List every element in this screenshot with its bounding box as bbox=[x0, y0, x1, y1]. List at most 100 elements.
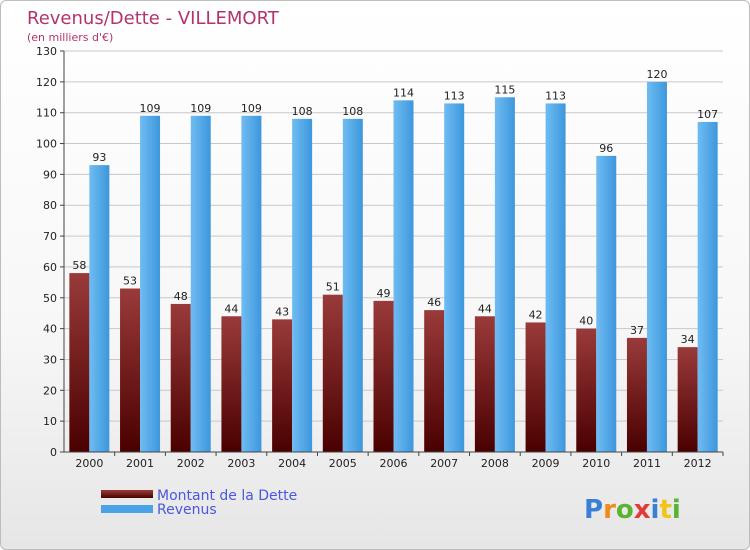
value-label-revenue: 113 bbox=[545, 89, 566, 102]
value-label-debt: 37 bbox=[630, 324, 644, 337]
logo-letter: x bbox=[634, 495, 651, 525]
value-label-revenue: 109 bbox=[140, 102, 161, 115]
y-tick-label: 0 bbox=[50, 446, 57, 459]
logo-letter: t bbox=[659, 495, 671, 525]
bar-debt bbox=[677, 347, 698, 452]
x-tick-label: 2005 bbox=[329, 457, 357, 470]
y-tick-label: 70 bbox=[43, 230, 57, 243]
value-label-revenue: 114 bbox=[393, 86, 414, 99]
value-label-revenue: 108 bbox=[292, 105, 313, 118]
y-tick-label: 20 bbox=[43, 384, 57, 397]
x-tick-label: 2009 bbox=[532, 457, 560, 470]
bar-revenue bbox=[190, 115, 211, 453]
bar-debt bbox=[626, 337, 647, 452]
bar-revenue bbox=[342, 118, 363, 452]
value-label-debt: 44 bbox=[478, 302, 492, 315]
value-label-debt: 43 bbox=[275, 305, 289, 318]
value-label-revenue: 115 bbox=[494, 83, 515, 96]
logo-letter: i bbox=[651, 495, 660, 525]
bar-debt bbox=[170, 303, 191, 452]
value-label-revenue: 107 bbox=[697, 108, 718, 121]
value-label-revenue: 109 bbox=[241, 102, 262, 115]
bar-revenue bbox=[140, 115, 161, 453]
bar-debt bbox=[373, 300, 394, 452]
x-tick-label: 2010 bbox=[582, 457, 610, 470]
logo-letter: r bbox=[603, 495, 616, 525]
bar-revenue bbox=[646, 81, 667, 452]
value-label-debt: 40 bbox=[579, 315, 593, 328]
bar-revenue bbox=[241, 115, 262, 453]
x-tick-label: 2007 bbox=[430, 457, 458, 470]
value-label-revenue: 113 bbox=[444, 89, 465, 102]
bar-revenue bbox=[89, 165, 110, 452]
proxiti-logo: Proxiti bbox=[584, 495, 681, 525]
legend-swatch-debt bbox=[101, 490, 153, 498]
y-tick-label: 120 bbox=[36, 76, 57, 89]
bar-revenue bbox=[596, 155, 617, 452]
value-label-revenue: 109 bbox=[190, 102, 211, 115]
bar-debt bbox=[272, 319, 293, 452]
value-label-debt: 48 bbox=[174, 290, 188, 303]
bar-debt bbox=[120, 288, 141, 452]
x-axis-ticks: 2000 2001 2002 2003 2004 2005 2006 2007 2008 2009… bbox=[75, 452, 724, 470]
y-tick-label: 110 bbox=[36, 107, 57, 120]
y-tick-label: 90 bbox=[43, 168, 57, 181]
logo-text: Proxiti bbox=[584, 495, 681, 525]
x-tick-label: 2012 bbox=[684, 457, 712, 470]
legend: Montant de la Dette Revenus bbox=[101, 488, 297, 518]
y-tick-label: 40 bbox=[43, 323, 57, 336]
chart-title: Revenus/Dette - VILLEMORT bbox=[27, 8, 280, 29]
bar-revenue bbox=[697, 121, 718, 452]
bar-debt bbox=[69, 273, 90, 452]
bar-revenue bbox=[494, 97, 515, 453]
bar-debt bbox=[474, 316, 495, 452]
x-tick-label: 2006 bbox=[380, 457, 408, 470]
y-tick-label: 60 bbox=[43, 261, 57, 274]
value-label-debt: 42 bbox=[529, 308, 543, 321]
bar-revenue bbox=[292, 118, 313, 452]
x-tick-label: 2011 bbox=[633, 457, 661, 470]
bar-revenue bbox=[393, 100, 414, 452]
y-tick-label: 30 bbox=[43, 353, 57, 366]
value-label-debt: 53 bbox=[123, 275, 137, 288]
bar-debt bbox=[525, 322, 546, 452]
x-tick-label: 2008 bbox=[481, 457, 509, 470]
value-label-revenue: 120 bbox=[646, 68, 667, 81]
y-tick-label: 50 bbox=[43, 292, 57, 305]
value-label-debt: 46 bbox=[427, 296, 441, 309]
chart-subtitle: (en milliers d'€) bbox=[27, 31, 113, 44]
bar-revenue bbox=[444, 103, 465, 452]
value-label-debt: 51 bbox=[326, 281, 340, 294]
x-tick-label: 2001 bbox=[126, 457, 154, 470]
legend-label-debt: Montant de la Dette bbox=[157, 488, 297, 504]
value-label-debt: 44 bbox=[224, 302, 238, 315]
x-tick-label: 2000 bbox=[75, 457, 103, 470]
bar-debt bbox=[322, 294, 343, 452]
value-label-debt: 49 bbox=[377, 287, 391, 300]
bar-revenue bbox=[545, 103, 566, 452]
value-label-revenue: 108 bbox=[342, 105, 363, 118]
legend-swatch-revenue bbox=[101, 505, 153, 513]
value-label-revenue: 93 bbox=[92, 151, 106, 164]
logo-letter: i bbox=[672, 495, 681, 525]
bar-debt bbox=[424, 310, 445, 452]
legend-label-revenue: Revenus bbox=[157, 502, 217, 518]
y-tick-label: 100 bbox=[36, 138, 57, 151]
y-tick-label: 10 bbox=[43, 415, 57, 428]
bars: 58 93 53 109 48 109 44 109 43 108 51 108 49 114 46 113 4… bbox=[69, 68, 718, 453]
bar-debt bbox=[576, 328, 597, 452]
x-tick-label: 2004 bbox=[278, 457, 306, 470]
value-label-debt: 58 bbox=[72, 259, 86, 272]
value-label-debt: 34 bbox=[681, 333, 695, 346]
y-tick-label: 130 bbox=[36, 45, 57, 58]
x-tick-label: 2003 bbox=[227, 457, 255, 470]
value-label-revenue: 96 bbox=[599, 142, 613, 155]
y-axis-ticks: 0 10 20 30 40 50 60 70 80 90 100 110 120 130 bbox=[36, 45, 64, 459]
x-tick-label: 2002 bbox=[177, 457, 205, 470]
bar-debt bbox=[221, 316, 242, 452]
logo-letter: P bbox=[584, 495, 603, 525]
logo-letter: o bbox=[616, 495, 634, 525]
y-tick-label: 80 bbox=[43, 199, 57, 212]
